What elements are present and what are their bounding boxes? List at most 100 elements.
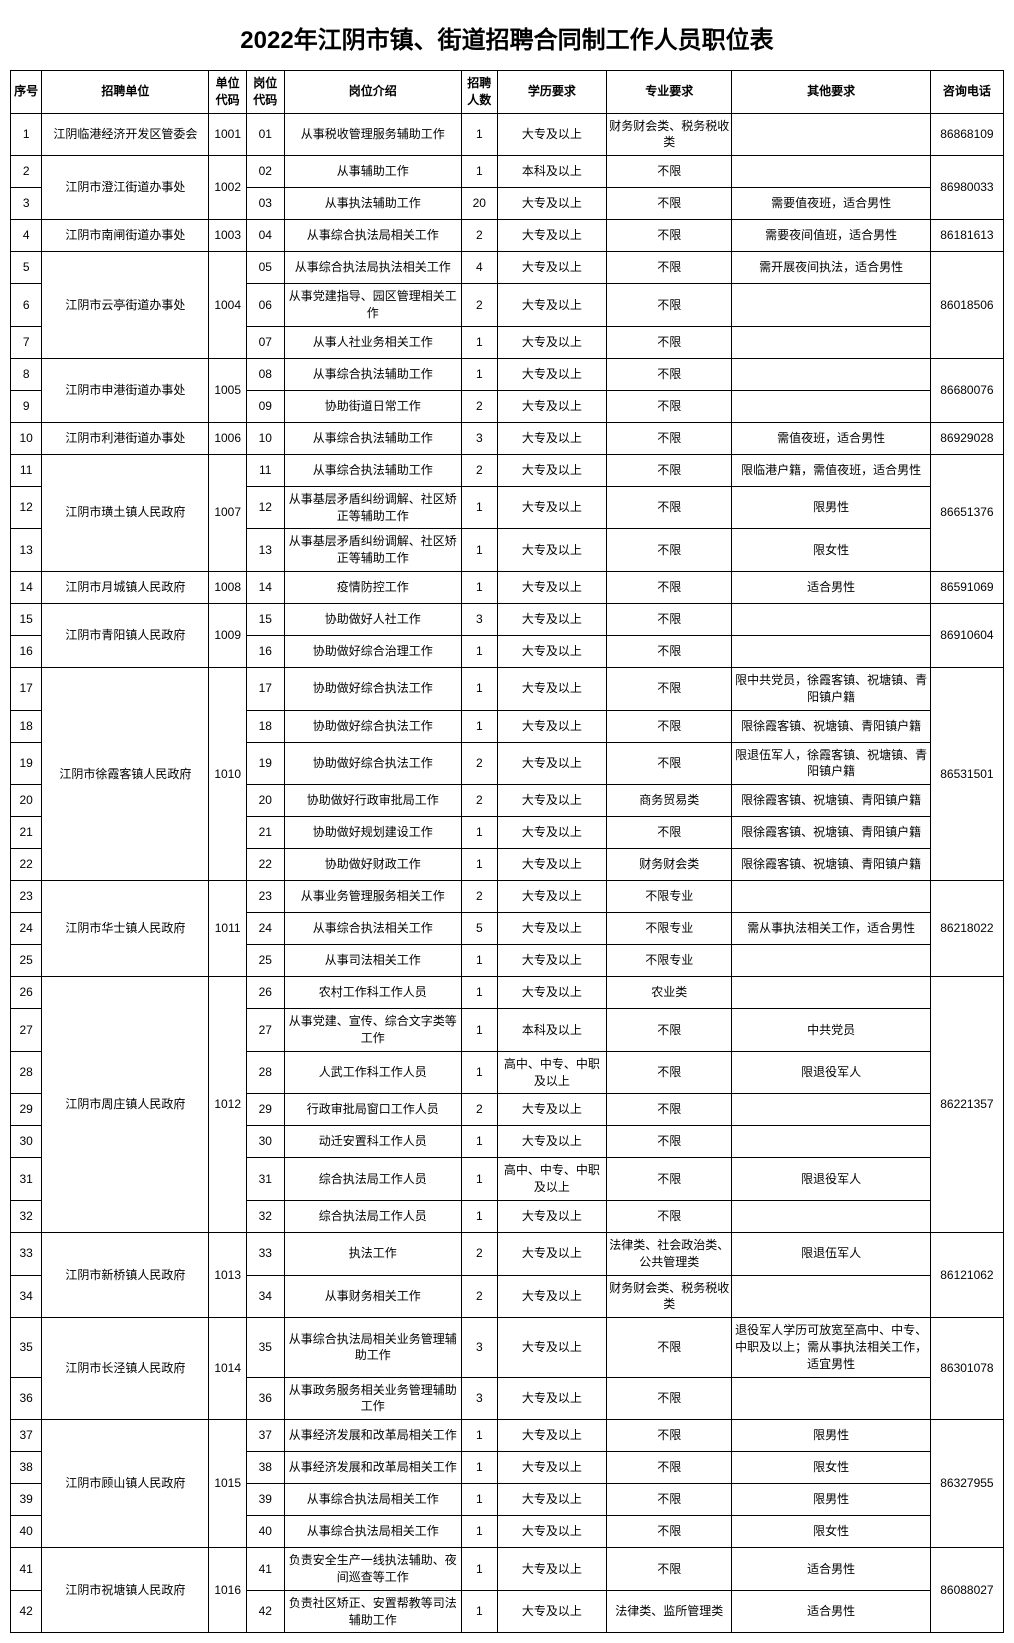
cell-seq: 13 (11, 529, 42, 572)
cell-ucode: 1007 (209, 454, 247, 571)
cell-pcode: 30 (246, 1126, 284, 1158)
cell-major: 不限 (607, 1548, 732, 1591)
cell-pcode: 02 (246, 156, 284, 188)
cell-desc: 协助做好综合执法工作 (284, 742, 462, 785)
cell-phone: 86651376 (930, 454, 1003, 571)
cell-ucode: 1003 (209, 220, 247, 252)
cell-desc: 从事综合执法相关工作 (284, 913, 462, 945)
cell-other: 中共党员 (732, 1009, 930, 1052)
cell-num: 1 (462, 529, 498, 572)
cell-pcode: 35 (246, 1318, 284, 1377)
cell-pcode: 01 (246, 113, 284, 156)
cell-major: 法律类、社会政治类、公共管理类 (607, 1232, 732, 1275)
cell-desc: 协助做好人社工作 (284, 603, 462, 635)
cell-seq: 38 (11, 1452, 42, 1484)
cell-seq: 25 (11, 945, 42, 977)
cell-edu: 大专及以上 (497, 1094, 607, 1126)
cell-pcode: 17 (246, 667, 284, 710)
table-row: 14江阴市月城镇人民政府100814疫情防控工作1大专及以上不限适合男性8659… (11, 571, 1004, 603)
cell-num: 2 (462, 1094, 498, 1126)
cell-major: 不限 (607, 1051, 732, 1094)
cell-edu: 高中、中专、中职及以上 (497, 1051, 607, 1094)
cell-desc: 协助做好综合执法工作 (284, 710, 462, 742)
cell-major: 不限 (607, 1420, 732, 1452)
cell-major: 不限 (607, 603, 732, 635)
cell-num: 2 (462, 284, 498, 327)
cell-pcode: 06 (246, 284, 284, 327)
cell-ucode: 1015 (209, 1420, 247, 1548)
cell-edu: 大专及以上 (497, 1548, 607, 1591)
col-header: 单位代码 (209, 71, 247, 114)
cell-pcode: 33 (246, 1232, 284, 1275)
cell-edu: 大专及以上 (497, 220, 607, 252)
cell-desc: 协助做好财政工作 (284, 849, 462, 881)
cell-edu: 大专及以上 (497, 1232, 607, 1275)
cell-other: 限退役军人 (732, 1051, 930, 1094)
cell-pcode: 34 (246, 1275, 284, 1318)
cell-num: 2 (462, 1275, 498, 1318)
cell-num: 1 (462, 326, 498, 358)
cell-desc: 综合执法局工作人员 (284, 1200, 462, 1232)
cell-major: 不限 (607, 358, 732, 390)
cell-other: 适合男性 (732, 1590, 930, 1633)
cell-edu: 大专及以上 (497, 785, 607, 817)
cell-desc: 协助做好综合执法工作 (284, 667, 462, 710)
cell-num: 4 (462, 252, 498, 284)
cell-unit: 江阴临港经济开发区管委会 (42, 113, 209, 156)
cell-edu: 大专及以上 (497, 252, 607, 284)
cell-ucode: 1008 (209, 571, 247, 603)
cell-phone: 86088027 (930, 1548, 1003, 1633)
cell-major: 不限 (607, 220, 732, 252)
cell-seq: 32 (11, 1200, 42, 1232)
col-header: 招聘单位 (42, 71, 209, 114)
cell-desc: 从事政务服务相关业务管理辅助工作 (284, 1377, 462, 1420)
cell-other: 限徐霞客镇、祝塘镇、青阳镇户籍 (732, 785, 930, 817)
table-row: 23江阴市华士镇人民政府101123从事业务管理服务相关工作2大专及以上不限专业… (11, 881, 1004, 913)
col-header: 招聘人数 (462, 71, 498, 114)
cell-major: 不限 (607, 1126, 732, 1158)
cell-major: 不限 (607, 742, 732, 785)
table-row: 4江阴市南闸街道办事处100304从事综合执法局相关工作2大专及以上不限需要夜间… (11, 220, 1004, 252)
cell-major: 不限 (607, 1516, 732, 1548)
col-header: 岗位代码 (246, 71, 284, 114)
cell-num: 1 (462, 1548, 498, 1591)
cell-pcode: 11 (246, 454, 284, 486)
cell-seq: 27 (11, 1009, 42, 1052)
cell-unit: 江阴市利港街道办事处 (42, 422, 209, 454)
cell-other (732, 977, 930, 1009)
cell-other: 需开展夜间执法，适合男性 (732, 252, 930, 284)
cell-edu: 大专及以上 (497, 390, 607, 422)
cell-desc: 动迁安置科工作人员 (284, 1126, 462, 1158)
cell-major: 不限 (607, 156, 732, 188)
cell-other (732, 603, 930, 635)
cell-major: 财务财会类 (607, 849, 732, 881)
cell-ucode: 1010 (209, 667, 247, 880)
cell-edu: 大专及以上 (497, 326, 607, 358)
cell-major: 不限 (607, 529, 732, 572)
cell-other: 需值夜班，适合男性 (732, 422, 930, 454)
cell-num: 1 (462, 1200, 498, 1232)
cell-num: 1 (462, 710, 498, 742)
cell-desc: 人武工作科工作人员 (284, 1051, 462, 1094)
cell-pcode: 22 (246, 849, 284, 881)
col-header: 岗位介绍 (284, 71, 462, 114)
cell-edu: 大专及以上 (497, 1590, 607, 1633)
cell-unit: 江阴市月城镇人民政府 (42, 571, 209, 603)
cell-pcode: 12 (246, 486, 284, 529)
cell-desc: 综合执法局工作人员 (284, 1158, 462, 1201)
cell-ucode: 1014 (209, 1318, 247, 1420)
cell-other: 限退伍军人，徐霞客镇、祝塘镇、青阳镇户籍 (732, 742, 930, 785)
cell-other (732, 881, 930, 913)
cell-unit: 江阴市璜土镇人民政府 (42, 454, 209, 571)
positions-table: 序号招聘单位单位代码岗位代码岗位介绍招聘人数学历要求专业要求其他要求咨询电话 1… (10, 70, 1004, 1633)
cell-seq: 19 (11, 742, 42, 785)
cell-edu: 大专及以上 (497, 188, 607, 220)
cell-num: 1 (462, 358, 498, 390)
cell-desc: 协助做好综合治理工作 (284, 635, 462, 667)
table-row: 17江阴市徐霞客镇人民政府101017协助做好综合执法工作1大专及以上不限限中共… (11, 667, 1004, 710)
cell-desc: 从事综合执法辅助工作 (284, 422, 462, 454)
cell-major: 不限 (607, 284, 732, 327)
cell-num: 1 (462, 849, 498, 881)
cell-pcode: 07 (246, 326, 284, 358)
cell-num: 2 (462, 785, 498, 817)
